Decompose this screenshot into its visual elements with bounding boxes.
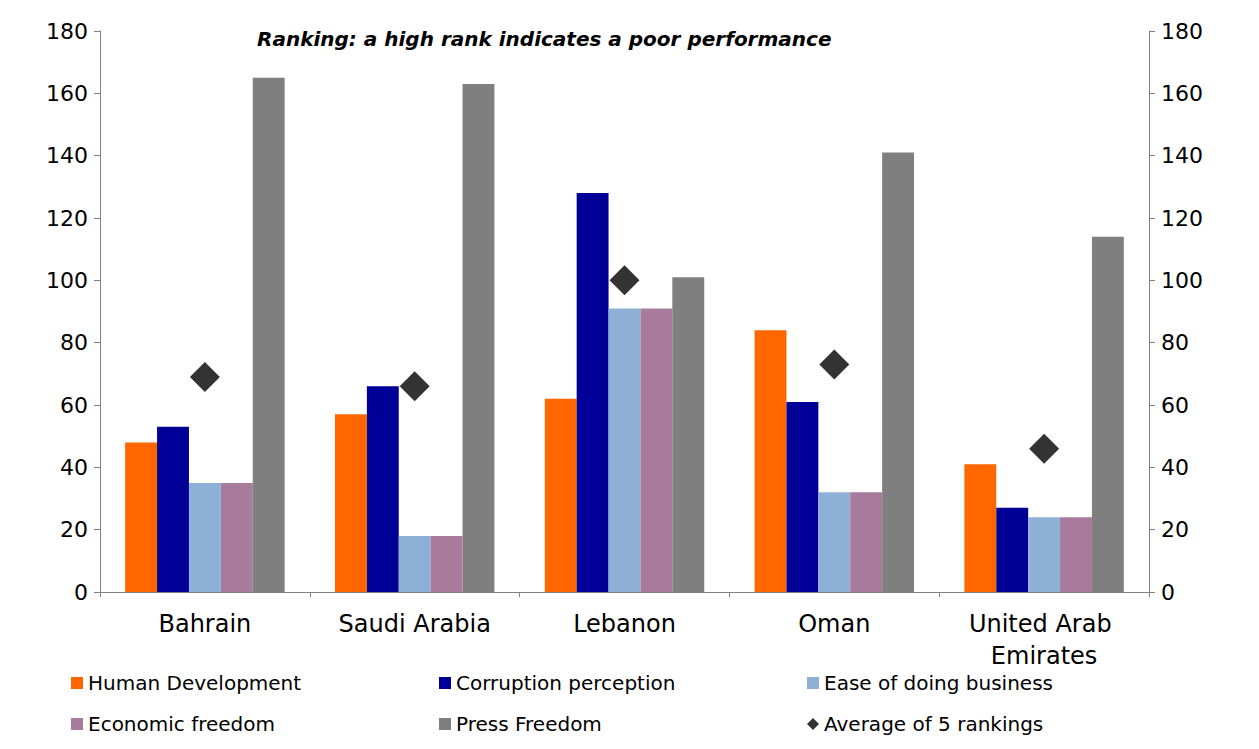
svg-text:60: 60 <box>60 393 88 418</box>
svg-text:140: 140 <box>46 143 88 168</box>
svg-text:20: 20 <box>60 517 88 542</box>
svg-text:Press Freedom: Press Freedom <box>456 712 602 736</box>
svg-text:Average of 5 rankings: Average of 5 rankings <box>824 712 1043 736</box>
svg-text:Emirates: Emirates <box>991 642 1097 670</box>
svg-text:80: 80 <box>60 330 88 355</box>
svg-text:Lebanon: Lebanon <box>573 610 676 638</box>
svg-text:Human Development: Human Development <box>88 671 301 695</box>
svg-text:180: 180 <box>46 19 88 44</box>
svg-text:20: 20 <box>1161 517 1189 542</box>
svg-text:Ease of doing business: Ease of doing business <box>824 671 1053 695</box>
svg-text:Economic freedom: Economic freedom <box>88 712 275 736</box>
svg-text:120: 120 <box>1161 206 1203 231</box>
svg-text:180: 180 <box>1161 19 1203 44</box>
svg-text:0: 0 <box>74 580 88 605</box>
svg-text:40: 40 <box>60 455 88 480</box>
svg-text:Saudi Arabia: Saudi Arabia <box>339 610 491 638</box>
svg-text:a high rank indicates a poor p: a high rank indicates a poor performance <box>357 27 832 51</box>
svg-text:United Arab: United Arab <box>969 610 1119 638</box>
svg-text:0: 0 <box>1161 580 1175 605</box>
svg-text:100: 100 <box>46 268 88 293</box>
svg-text:140: 140 <box>1161 143 1203 168</box>
svg-text:40: 40 <box>1161 455 1189 480</box>
svg-text:60: 60 <box>1161 393 1189 418</box>
svg-text:100: 100 <box>1161 268 1203 293</box>
svg-text:Oman: Oman <box>798 610 870 638</box>
svg-text:120: 120 <box>46 206 88 231</box>
svg-text:80: 80 <box>1161 330 1189 355</box>
svg-text:Corruption perception: Corruption perception <box>456 671 675 695</box>
svg-text:Ranking:: Ranking: <box>257 27 357 51</box>
svg-text:160: 160 <box>1161 81 1203 106</box>
svg-text:160: 160 <box>46 81 88 106</box>
svg-text:Bahrain: Bahrain <box>158 610 251 638</box>
